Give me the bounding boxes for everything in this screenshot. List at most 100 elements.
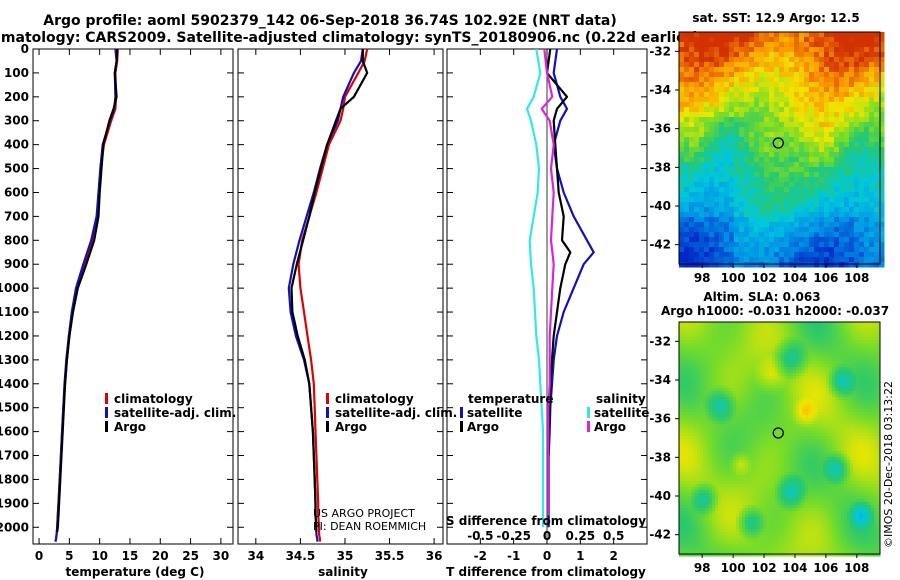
map-cell bbox=[734, 157, 740, 163]
map-cell bbox=[733, 400, 737, 404]
map-cell bbox=[730, 496, 734, 500]
map-cell bbox=[784, 352, 788, 356]
map-cell bbox=[727, 493, 731, 497]
map-cell bbox=[844, 77, 850, 83]
map-cell bbox=[721, 364, 725, 368]
map-cell bbox=[754, 325, 758, 329]
map-cell bbox=[772, 343, 776, 347]
map-cell bbox=[682, 352, 686, 356]
map-cell bbox=[829, 172, 835, 178]
map-cell bbox=[784, 137, 790, 143]
map-cell bbox=[706, 466, 710, 470]
map-cell bbox=[709, 57, 715, 63]
map-cell bbox=[760, 493, 764, 497]
map-cell bbox=[697, 355, 701, 359]
map-cell bbox=[764, 182, 770, 188]
map-cell bbox=[784, 349, 788, 353]
map-cell bbox=[682, 529, 686, 533]
map-cell bbox=[772, 484, 776, 488]
map-cell bbox=[709, 394, 713, 398]
map-cell bbox=[751, 502, 755, 506]
map-cell bbox=[718, 322, 722, 326]
difference-panel: -2 -1 0 1 2-0.5 -0.25 0 0.25 0.5 bbox=[446, 48, 648, 563]
map-cell bbox=[694, 484, 698, 488]
map-cell bbox=[691, 448, 695, 452]
plot-frame bbox=[32, 48, 234, 545]
map-cell bbox=[834, 157, 840, 163]
map-cell bbox=[757, 391, 761, 395]
map-cell bbox=[694, 67, 700, 73]
map-cell bbox=[814, 77, 820, 83]
map-cell bbox=[724, 157, 730, 163]
map-cell bbox=[789, 202, 795, 208]
legend-swatch-temp-argo bbox=[460, 421, 463, 432]
map-cell bbox=[706, 352, 710, 356]
map-cell bbox=[685, 334, 689, 338]
map-y-tick-label: -36 bbox=[649, 122, 671, 136]
map-cell bbox=[784, 454, 788, 458]
map-cell bbox=[691, 421, 695, 425]
map-cell bbox=[739, 493, 743, 497]
map-cell bbox=[754, 481, 758, 485]
map-cell bbox=[774, 262, 780, 268]
map-cell bbox=[688, 346, 692, 350]
map-cell bbox=[689, 32, 695, 38]
map-cell bbox=[727, 553, 731, 557]
map-cell bbox=[784, 232, 790, 238]
map-cell bbox=[789, 92, 795, 98]
map-cell bbox=[745, 475, 749, 479]
map-cell bbox=[749, 212, 755, 218]
map-cell bbox=[763, 421, 767, 425]
map-cell bbox=[703, 364, 707, 368]
map-cell bbox=[694, 472, 698, 476]
map-cell bbox=[869, 237, 875, 243]
map-cell bbox=[844, 67, 850, 73]
map-cell bbox=[739, 337, 743, 341]
map-cell bbox=[679, 388, 683, 392]
map-cell bbox=[824, 262, 830, 268]
map-cell bbox=[744, 87, 750, 93]
map-cell bbox=[685, 451, 689, 455]
map-cell bbox=[809, 237, 815, 243]
map-cell bbox=[739, 376, 743, 380]
map-cell bbox=[718, 325, 722, 329]
map-cell bbox=[691, 550, 695, 554]
map-cell bbox=[689, 262, 695, 268]
map-cell bbox=[721, 520, 725, 524]
x-tick-label: 30 bbox=[213, 549, 230, 563]
map-cell bbox=[699, 107, 705, 113]
map-cell bbox=[760, 508, 764, 512]
map-cell bbox=[849, 182, 855, 188]
map-cell bbox=[699, 92, 705, 98]
map-cell bbox=[754, 421, 758, 425]
map-cell bbox=[694, 157, 700, 163]
map-cell bbox=[706, 358, 710, 362]
map-cell bbox=[736, 358, 740, 362]
map-cell bbox=[699, 157, 705, 163]
map-cell bbox=[718, 511, 722, 515]
map-cell bbox=[744, 42, 750, 48]
map-cell bbox=[742, 400, 746, 404]
map-cell bbox=[742, 532, 746, 536]
map-cell bbox=[679, 122, 685, 128]
map-cell bbox=[769, 197, 775, 203]
map-cell bbox=[819, 262, 825, 268]
map-cell bbox=[757, 487, 761, 491]
map-cell bbox=[766, 415, 770, 419]
map-cell bbox=[748, 373, 752, 377]
map-cell bbox=[745, 415, 749, 419]
map-cell bbox=[729, 72, 735, 78]
map-cell bbox=[751, 349, 755, 353]
map-cell bbox=[772, 358, 776, 362]
map-cell bbox=[769, 72, 775, 78]
map-cell bbox=[727, 382, 731, 386]
map-cell bbox=[779, 202, 785, 208]
map-cell bbox=[736, 493, 740, 497]
map-cell bbox=[699, 152, 705, 158]
map-cell bbox=[744, 57, 750, 63]
map-x-tick-label: 104 bbox=[782, 271, 807, 285]
map-cell bbox=[844, 47, 850, 53]
map-cell bbox=[754, 346, 758, 350]
map-cell bbox=[775, 349, 779, 353]
map-cell bbox=[724, 202, 730, 208]
